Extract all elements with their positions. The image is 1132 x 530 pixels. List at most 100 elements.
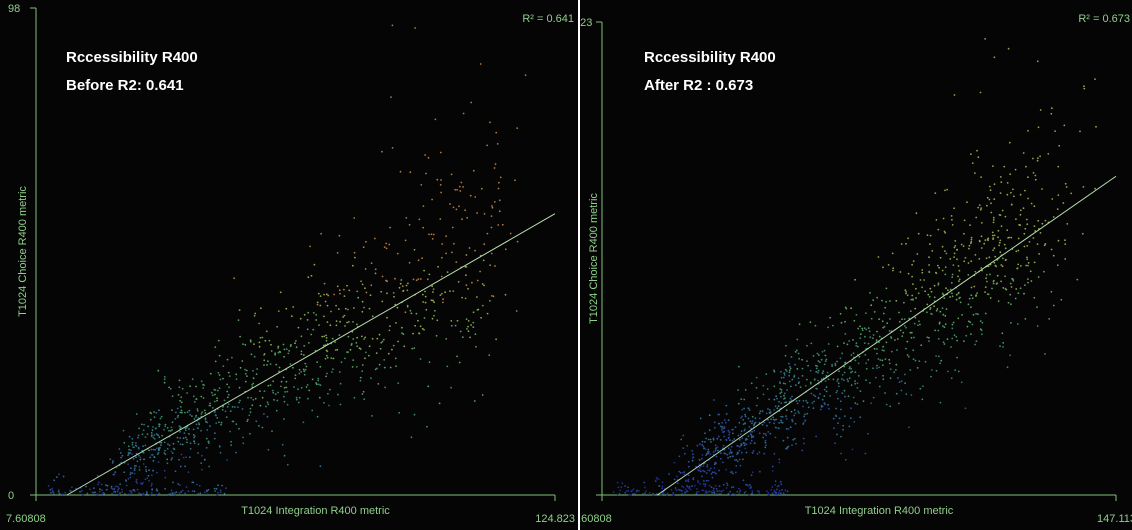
data-point xyxy=(169,388,172,390)
data-point xyxy=(280,385,282,388)
data-point xyxy=(801,367,804,370)
data-point xyxy=(989,273,991,276)
data-point xyxy=(870,304,873,307)
data-point xyxy=(898,402,900,405)
data-point xyxy=(115,485,117,488)
data-point xyxy=(127,451,130,454)
data-point xyxy=(265,405,267,408)
data-point xyxy=(204,417,207,419)
data-point xyxy=(158,425,161,428)
data-point xyxy=(325,337,328,339)
data-point xyxy=(774,405,777,408)
data-point xyxy=(211,407,214,409)
scatter-points xyxy=(612,38,1097,496)
data-point xyxy=(267,403,270,406)
data-point xyxy=(907,272,910,275)
data-point xyxy=(407,282,409,285)
data-point xyxy=(854,359,857,362)
data-point xyxy=(465,318,468,321)
data-point xyxy=(951,224,954,226)
data-point xyxy=(252,398,255,401)
data-point xyxy=(798,399,801,402)
data-point xyxy=(167,443,169,445)
data-point xyxy=(850,371,852,374)
data-point xyxy=(285,380,288,383)
data-point xyxy=(945,252,948,255)
data-point xyxy=(921,286,923,289)
data-point xyxy=(643,481,646,484)
data-point xyxy=(708,490,711,492)
data-point xyxy=(1026,245,1029,247)
data-point xyxy=(836,345,839,348)
data-point xyxy=(901,318,903,321)
data-point xyxy=(1064,182,1067,185)
data-point xyxy=(1037,126,1040,129)
data-point xyxy=(900,243,903,245)
data-point xyxy=(767,418,769,421)
data-point xyxy=(765,444,767,447)
data-point xyxy=(827,403,829,406)
data-point xyxy=(630,494,632,496)
data-point xyxy=(206,493,209,495)
data-point xyxy=(867,342,870,345)
data-point xyxy=(421,293,424,296)
data-point xyxy=(271,389,274,392)
data-point xyxy=(697,480,699,482)
data-point xyxy=(136,460,139,463)
data-point xyxy=(911,263,913,266)
data-point xyxy=(668,473,670,475)
data-point xyxy=(731,455,734,458)
data-point xyxy=(415,279,418,282)
data-point xyxy=(467,330,470,333)
data-point xyxy=(780,376,783,379)
data-point xyxy=(919,387,922,390)
data-point xyxy=(980,267,983,269)
data-point xyxy=(846,343,849,346)
data-point xyxy=(317,379,320,382)
data-point xyxy=(272,380,275,383)
data-point xyxy=(1010,286,1013,288)
data-point xyxy=(398,411,401,414)
data-point xyxy=(617,486,620,489)
data-point xyxy=(916,253,919,255)
data-point xyxy=(661,487,664,490)
data-point xyxy=(1023,292,1025,295)
data-point xyxy=(711,471,714,474)
data-point xyxy=(327,392,329,395)
data-point xyxy=(692,456,695,458)
data-point xyxy=(161,434,164,437)
data-point xyxy=(988,185,991,188)
data-point xyxy=(704,432,706,435)
data-point xyxy=(218,387,221,389)
data-point xyxy=(913,322,916,325)
data-point xyxy=(986,280,988,283)
data-point xyxy=(854,380,856,382)
data-point xyxy=(334,341,337,343)
data-point xyxy=(777,405,780,408)
data-point xyxy=(951,327,954,330)
data-point xyxy=(171,409,173,412)
data-point xyxy=(80,489,83,492)
data-point xyxy=(903,301,905,304)
data-point xyxy=(765,434,768,437)
data-point xyxy=(776,493,778,496)
data-point xyxy=(1064,239,1066,242)
data-point xyxy=(401,332,403,334)
data-point xyxy=(864,354,867,356)
data-point xyxy=(335,304,337,307)
data-point xyxy=(1017,237,1020,240)
data-point xyxy=(895,363,898,366)
data-point xyxy=(1012,188,1014,191)
data-point xyxy=(795,400,798,402)
data-point xyxy=(774,480,777,482)
data-point xyxy=(809,321,812,323)
data-point xyxy=(303,373,306,376)
data-point xyxy=(49,492,52,494)
data-point xyxy=(358,347,361,350)
data-point xyxy=(191,490,194,492)
data-point xyxy=(159,417,162,420)
data-point xyxy=(423,269,425,272)
data-point xyxy=(179,411,182,414)
data-point xyxy=(721,422,723,424)
data-point xyxy=(166,427,169,429)
